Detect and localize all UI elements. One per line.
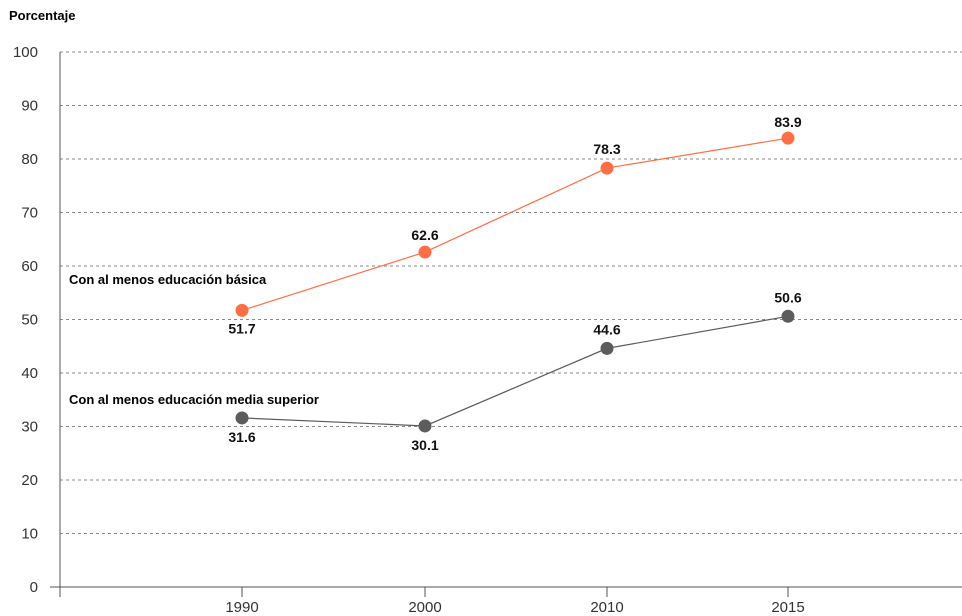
y-tick-label-90: 90 [21,98,38,115]
data-point-2-2000 [418,419,432,433]
data-label-2-2015: 50.6 [774,289,801,305]
data-label-2-1990: 31.6 [228,429,255,445]
x-tick-label-1990: 1990 [225,599,258,616]
data-label-1-2015: 83.9 [774,114,801,130]
data-point-1-2015 [781,131,795,145]
data-point-1-2010 [600,161,614,175]
series-line-2 [241,315,789,427]
x-tick-label-2015: 2015 [771,599,804,616]
y-tick-label-30: 30 [21,419,38,436]
data-point-1-2000 [418,245,432,259]
y-tick-label-80: 80 [21,151,38,168]
data-label-1-2010: 78.3 [593,141,620,157]
series-label-1: Con al menos educación básica [69,272,267,287]
y-tick-label-20: 20 [21,472,38,489]
y-tick-label-60: 60 [21,258,38,275]
y-tick-label-40: 40 [21,365,38,382]
data-label-2-2010: 44.6 [593,321,620,337]
y-tick-label-50: 50 [21,312,38,329]
x-tick-label-2000: 2000 [408,599,441,616]
data-point-2-1990 [235,411,249,425]
y-tick-label-10: 10 [21,526,38,543]
x-tick-label-2010: 2010 [590,599,623,616]
y-tick-label-100: 100 [13,44,38,61]
data-point-2-2010 [600,341,614,355]
data-label-1-1990: 51.7 [228,320,255,336]
series-label-2: Con al menos educación media superior [69,392,319,407]
y-tick-label-0: 0 [30,579,38,596]
data-label-1-2000: 62.6 [411,227,438,243]
y-tick-label-70: 70 [21,205,38,222]
data-label-2-2000: 30.1 [411,437,438,453]
data-point-2-2015 [781,309,795,323]
data-point-1-1990 [235,303,249,317]
series-line-1 [241,137,789,311]
y-axis-title: Porcentaje [9,8,76,23]
